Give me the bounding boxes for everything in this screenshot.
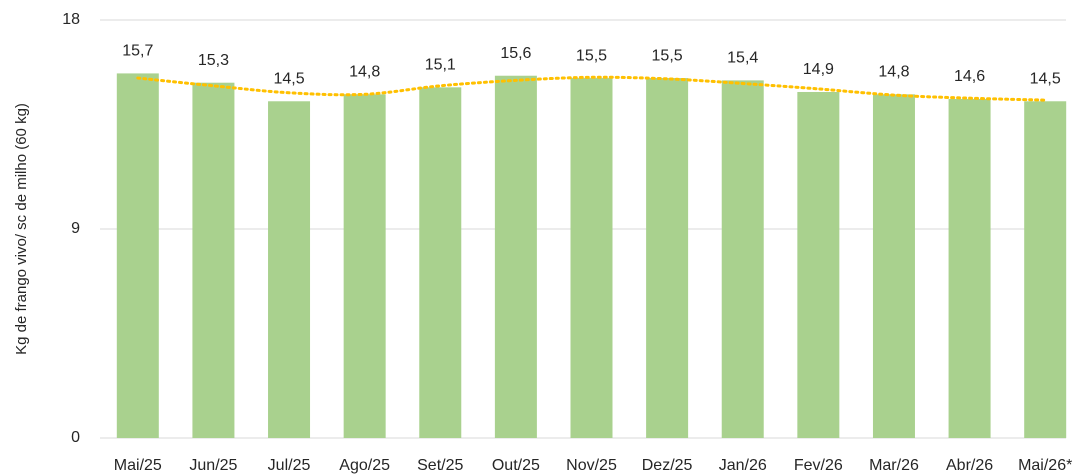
x-tick-label: Ago/25 <box>339 457 390 474</box>
bar <box>1024 101 1067 439</box>
x-tick-label: Jan/26 <box>719 457 767 474</box>
y-tick-label: 18 <box>62 11 80 28</box>
bar <box>797 91 840 438</box>
x-tick-label: Dez/25 <box>642 457 693 474</box>
data-label: 14,8 <box>349 64 380 81</box>
bar <box>570 78 613 439</box>
x-tick-label: Out/25 <box>492 457 540 474</box>
data-label: 15,4 <box>727 50 758 67</box>
trendline <box>136 75 1047 102</box>
x-tick-label: Abr/26 <box>946 457 993 474</box>
bar <box>948 98 991 438</box>
data-label: 14,5 <box>273 70 304 87</box>
bar <box>419 87 462 438</box>
data-label: 14,5 <box>1030 70 1061 87</box>
bar <box>343 94 386 439</box>
bar <box>721 80 764 438</box>
y-tick-label: 9 <box>71 220 80 237</box>
bar <box>646 78 689 439</box>
x-tick-label: Nov/25 <box>566 457 617 474</box>
bar <box>872 94 915 439</box>
x-tick-label: Jul/25 <box>268 457 311 474</box>
y-axis-title: Kg de frango vivo/ sc de milho (60 kg) <box>13 103 30 355</box>
data-label: 14,8 <box>878 64 909 81</box>
data-label: 14,6 <box>954 68 985 85</box>
x-tick-label: Jun/25 <box>189 457 237 474</box>
data-label: 15,3 <box>198 52 229 69</box>
data-label: 15,5 <box>652 47 683 64</box>
y-tick-label: 0 <box>71 429 80 446</box>
x-tick-label: Mai/25 <box>114 457 162 474</box>
x-tick-label: Fev/26 <box>794 457 843 474</box>
bar <box>494 75 537 438</box>
data-label: 15,6 <box>500 45 531 62</box>
data-label: 15,7 <box>122 43 153 60</box>
bar <box>116 73 159 439</box>
x-tick-label: Set/25 <box>417 457 463 474</box>
bar <box>268 101 311 439</box>
x-tick-label: Mai/26* <box>1018 457 1072 474</box>
bar <box>192 82 235 438</box>
data-label: 15,5 <box>576 47 607 64</box>
x-tick-label: Mar/26 <box>869 457 919 474</box>
data-label: 14,9 <box>803 61 834 78</box>
data-label: 15,1 <box>425 57 456 74</box>
